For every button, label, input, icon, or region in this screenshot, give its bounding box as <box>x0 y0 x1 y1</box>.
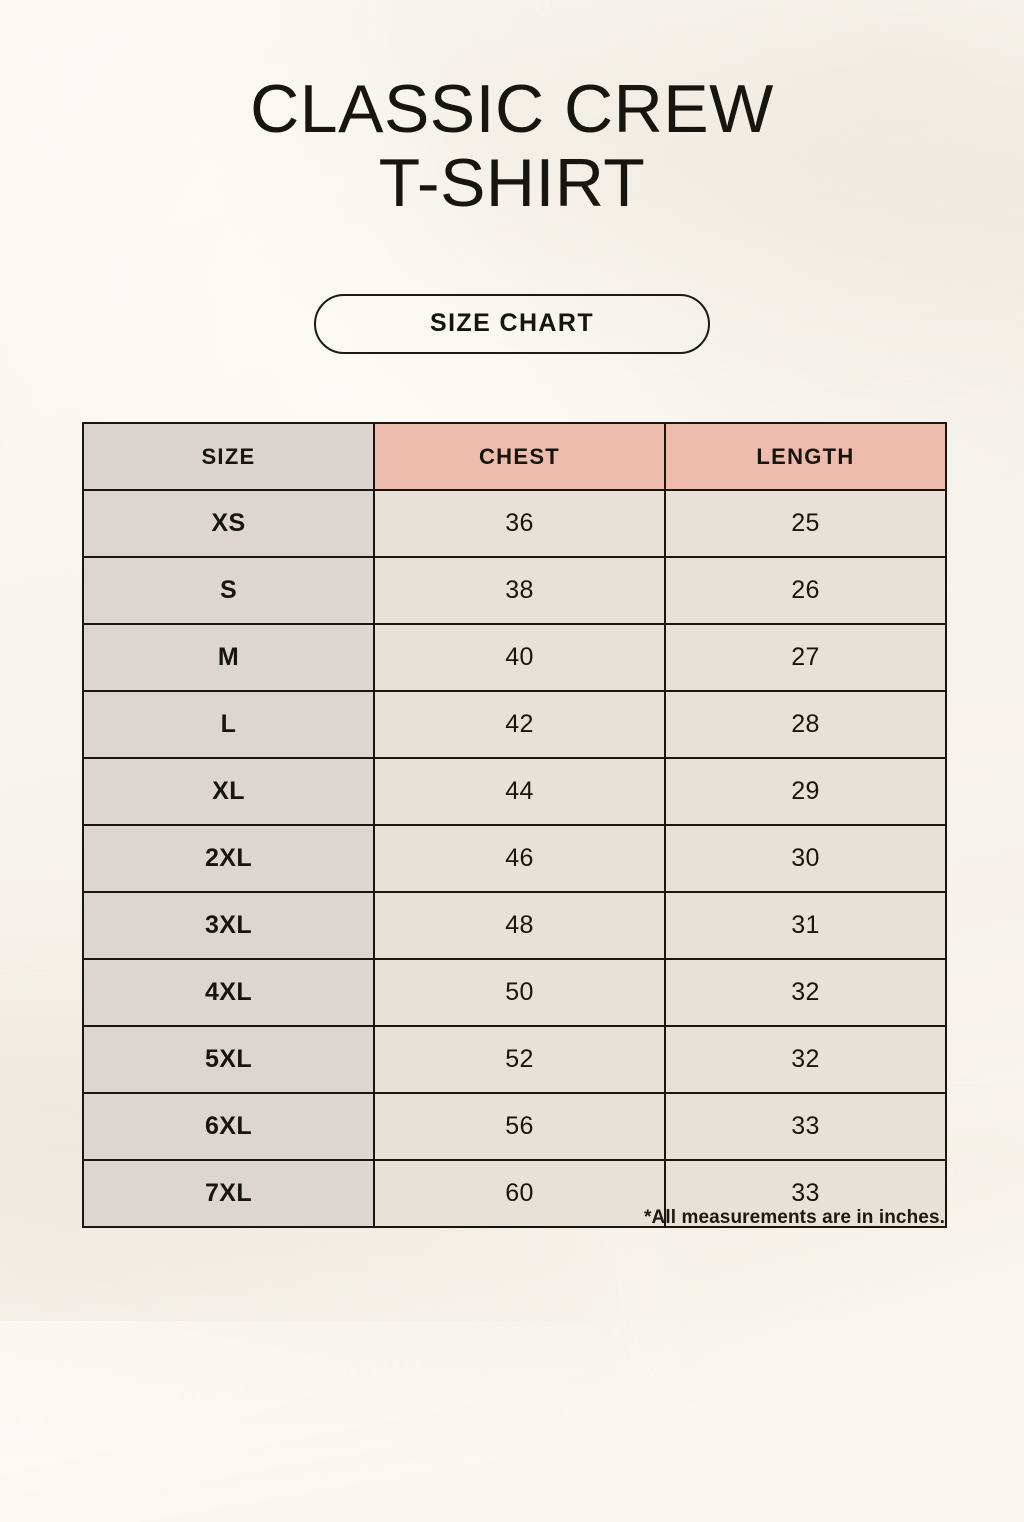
cell-chest: 44 <box>373 757 666 826</box>
page-title: CLASSIC CREW T-SHIRT <box>0 72 1024 220</box>
table-row: XL 44 29 <box>82 757 947 826</box>
cell-chest: 46 <box>373 824 666 893</box>
table-row: S 38 26 <box>82 556 947 625</box>
table-row: 2XL 46 30 <box>82 824 947 893</box>
cell-size: 4XL <box>82 958 375 1027</box>
table-row: 6XL 56 33 <box>82 1092 947 1161</box>
cell-size: S <box>82 556 375 625</box>
cell-chest: 52 <box>373 1025 666 1094</box>
cell-length: 33 <box>664 1092 947 1161</box>
cell-length: 26 <box>664 556 947 625</box>
cell-chest: 40 <box>373 623 666 692</box>
size-chart-table: SIZE CHEST LENGTH XS 36 25 S 38 26 M 40 27 L 42 28 X… <box>82 422 947 1228</box>
cell-length: 27 <box>664 623 947 692</box>
cell-length: 28 <box>664 690 947 759</box>
cell-size: 6XL <box>82 1092 375 1161</box>
cell-length: 33 <box>664 1159 947 1228</box>
cell-chest: 50 <box>373 958 666 1027</box>
cell-size: XL <box>82 757 375 826</box>
size-chart-badge[interactable]: SIZE CHART <box>314 294 710 354</box>
cell-length: 25 <box>664 489 947 558</box>
column-header-size: SIZE <box>82 422 375 491</box>
table-header-row: SIZE CHEST LENGTH <box>82 422 947 491</box>
size-chart-badge-wrap: SIZE CHART <box>0 294 1024 354</box>
cell-length: 32 <box>664 958 947 1027</box>
column-header-length: LENGTH <box>664 422 947 491</box>
cell-size: 3XL <box>82 891 375 960</box>
cell-chest: 42 <box>373 690 666 759</box>
table-row: 7XL 60 33 <box>82 1159 947 1228</box>
cell-size: 7XL <box>82 1159 375 1228</box>
cell-size: 5XL <box>82 1025 375 1094</box>
cell-chest: 56 <box>373 1092 666 1161</box>
cell-length: 31 <box>664 891 947 960</box>
cell-chest: 36 <box>373 489 666 558</box>
table-row: 4XL 50 32 <box>82 958 947 1027</box>
cell-size: XS <box>82 489 375 558</box>
table-row: L 42 28 <box>82 690 947 759</box>
table-row: XS 36 25 <box>82 489 947 558</box>
table-row: 3XL 48 31 <box>82 891 947 960</box>
table-body: XS 36 25 S 38 26 M 40 27 L 42 28 XL 44 29 2XL 46 30 3XL 48 3… <box>82 489 947 1228</box>
cell-length: 30 <box>664 824 947 893</box>
table-row: 5XL 52 32 <box>82 1025 947 1094</box>
page-title-line-1: CLASSIC CREW <box>250 71 774 147</box>
cell-length: 32 <box>664 1025 947 1094</box>
cell-size: 2XL <box>82 824 375 893</box>
table-row: M 40 27 <box>82 623 947 692</box>
cell-chest: 48 <box>373 891 666 960</box>
measurements-footnote: *All measurements are in inches. <box>644 1207 945 1228</box>
cell-size: L <box>82 690 375 759</box>
page-title-line-2: T-SHIRT <box>378 145 646 221</box>
size-chart-table-wrap: SIZE CHEST LENGTH XS 36 25 S 38 26 M 40 27 L 42 28 X… <box>82 422 947 1228</box>
cell-chest: 38 <box>373 556 666 625</box>
cell-length: 29 <box>664 757 947 826</box>
cell-chest: 60 <box>373 1159 666 1228</box>
cell-size: M <box>82 623 375 692</box>
column-header-chest: CHEST <box>373 422 666 491</box>
table-header: SIZE CHEST LENGTH <box>82 422 947 491</box>
